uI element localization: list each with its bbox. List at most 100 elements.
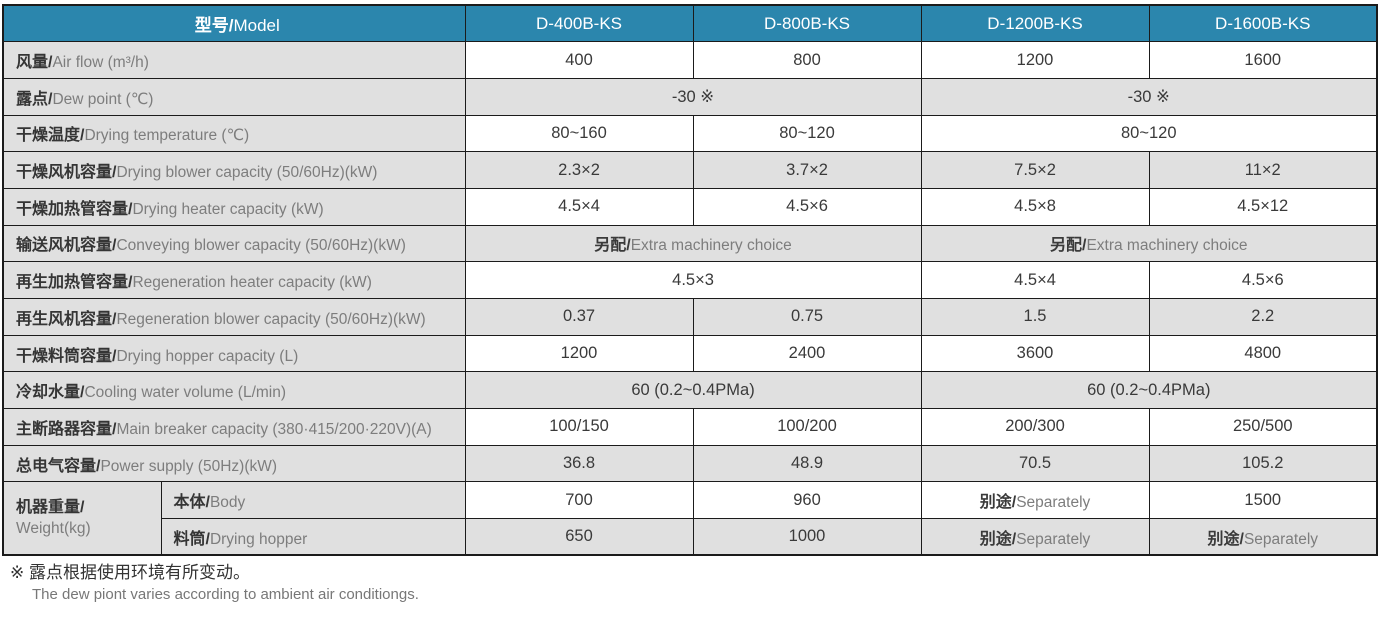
cell-value: 4800	[1244, 344, 1282, 363]
cell-value: 100/150	[549, 417, 609, 436]
cell-value: 2400	[788, 344, 826, 363]
row-label: 再生加热管容量/Regeneration heater capacity (kW…	[2, 261, 466, 299]
cell-value: 1600	[1244, 50, 1282, 69]
cell-value: -30 ※	[671, 87, 715, 106]
label-zh: 总电气容量/	[16, 457, 101, 475]
cell-value: 700	[565, 490, 593, 509]
cell-value-en: Separately	[1243, 530, 1319, 548]
value-cell: -30 ※	[464, 77, 922, 116]
value-cell: 1200	[920, 41, 1150, 79]
value-cell: 80~120	[920, 114, 1378, 153]
label-zh: 风量/	[16, 54, 53, 72]
weight-sub-label: 料筒/Drying hopper	[160, 518, 466, 556]
row-label: 露点/Dew point (℃)	[2, 77, 466, 116]
cell-value-zh: 别途/	[979, 494, 1017, 512]
cell-value: 4.5×8	[1014, 197, 1056, 216]
value-cell: 4.5×6	[1148, 261, 1378, 299]
cell-value: 80~160	[551, 123, 607, 142]
label-en: Conveying blower capacity (50/60Hz)(kW)	[116, 237, 406, 255]
value-cell: 1.5	[920, 298, 1150, 336]
cell-value: 960	[793, 490, 821, 509]
value-cell: 70.5	[920, 444, 1150, 483]
header-model-label: 型号/Model	[2, 4, 466, 43]
cell-value: 800	[793, 50, 821, 69]
footnote-zh: ※ 露点根据使用环境有所变动。	[10, 563, 250, 583]
table-row: 再生风机容量/Regeneration blower capacity (50/…	[2, 298, 1378, 336]
label-en: Drying temperature (℃)	[84, 127, 250, 145]
spec-table-body: 风量/Air flow (m³/h) 400 800 1200 1600 露点/Dew p…	[2, 41, 1378, 556]
cell-value: 4.5×4	[1014, 270, 1056, 289]
label-zh: 主断路器容量/	[16, 420, 117, 438]
value-cell: 4.5×3	[464, 261, 922, 299]
row-label: 主断路器容量/Main breaker capacity (380·415/20…	[2, 408, 466, 446]
table-row: 风量/Air flow (m³/h) 400 800 1200 1600	[2, 41, 1378, 79]
header-row: 型号/Model D-400B-KS D-800B-KS D-1200B-KS D-16…	[2, 4, 1378, 43]
value-cell: 80~160	[464, 114, 694, 153]
label-en: Drying blower capacity (50/60Hz)(kW)	[116, 164, 378, 182]
cell-value: -30 ※	[1127, 87, 1170, 106]
table-row: 总电气容量/Power supply (50Hz)(kW) 36.8 48.9 70.…	[2, 444, 1378, 483]
label-zh: 本体/	[173, 494, 210, 512]
cell-value: 1000	[788, 527, 826, 546]
header-model-D-800B-KS: D-800B-KS	[692, 4, 922, 43]
value-cell: 4.5×4	[920, 261, 1150, 299]
cell-value: 36.8	[562, 454, 596, 473]
cell-value-en: Extra machinery choice	[630, 237, 792, 255]
value-cell: 0.75	[692, 298, 922, 336]
value-cell: 650	[464, 518, 694, 556]
value-cell: 1500	[1148, 481, 1378, 520]
weight-label-en: Weight(kg)	[16, 519, 91, 537]
footnote: ※ 露点根据使用环境有所变动。 The dew piont varies acc…	[2, 562, 1376, 605]
label-zh: 料筒/	[173, 530, 210, 548]
value-cell: 1600	[1148, 41, 1378, 79]
table-row: 干燥料筒容量/Drying hopper capacity (L) 1200 240…	[2, 334, 1378, 373]
cell-value: 200/300	[1005, 417, 1065, 436]
cell-value: 250/500	[1232, 417, 1293, 436]
cell-value-zh: 别途/	[979, 530, 1017, 548]
row-label: 干燥加热管容量/Drying heater capacity (kW)	[2, 187, 466, 226]
label-en: Regeneration blower capacity (50/60Hz)(k…	[116, 310, 426, 328]
cell-value: 105.2	[1242, 454, 1284, 473]
cell-value: 3.7×2	[786, 160, 828, 179]
label-en: Body	[209, 494, 246, 512]
value-cell: 2400	[692, 334, 922, 373]
value-cell: 48.9	[692, 444, 922, 483]
cell-value: 7.5×2	[1014, 160, 1056, 179]
table-row: 干燥温度/Drying temperature (℃) 80~160 80~120 8…	[2, 114, 1378, 153]
header-label-zh: 型号/	[194, 16, 234, 36]
value-cell: 别途/Separately	[920, 518, 1150, 556]
value-cell: 960	[692, 481, 922, 520]
cell-value: 650	[565, 527, 593, 546]
label-en: Drying hopper	[209, 530, 308, 548]
value-cell: 100/200	[692, 408, 922, 446]
table-row: 冷却水量/Cooling water volume (L/min) 60 (0.2…	[2, 371, 1378, 410]
value-cell: 105.2	[1148, 444, 1378, 483]
header-model-D-400B-KS: D-400B-KS	[464, 4, 694, 43]
cell-value: 1500	[1244, 490, 1282, 509]
row-label: 输送风机容量/Conveying blower capacity (50/60H…	[2, 224, 466, 263]
value-cell: 60 (0.2~0.4PMa)	[464, 371, 922, 410]
value-cell: 2.3×2	[464, 151, 694, 189]
value-cell: 60 (0.2~0.4PMa)	[920, 371, 1378, 410]
value-cell: 1000	[692, 518, 922, 556]
value-cell: -30 ※	[920, 77, 1378, 116]
weight-sub-label: 本体/Body	[160, 481, 466, 520]
cell-value-zh: 别途/	[1207, 530, 1244, 548]
row-label: 干燥风机容量/Drying blower capacity (50/60Hz)(…	[2, 151, 466, 189]
value-cell: 1200	[464, 334, 694, 373]
header-model-D-1600B-KS: D-1600B-KS	[1148, 4, 1378, 43]
label-zh: 输送风机容量/	[16, 237, 117, 255]
cell-value-zh: 另配/	[594, 237, 631, 255]
cell-value: 2.2	[1251, 307, 1275, 326]
row-label: 干燥温度/Drying temperature (℃)	[2, 114, 466, 153]
table-row: 再生加热管容量/Regeneration heater capacity (kW…	[2, 261, 1378, 299]
value-cell: 11×2	[1148, 151, 1378, 189]
spec-table: 型号/Model D-400B-KS D-800B-KS D-1200B-KS D-16…	[2, 4, 1378, 557]
cell-value: 2.3×2	[558, 160, 600, 179]
label-zh: 露点/	[16, 90, 53, 108]
value-cell: 36.8	[464, 444, 694, 483]
label-zh: 干燥风机容量/	[16, 164, 117, 182]
table-row: 露点/Dew point (℃) -30 ※ -30 ※	[2, 77, 1378, 116]
footnote-en: The dew piont varies according to ambien…	[32, 586, 419, 604]
cell-value: 400	[565, 50, 593, 69]
